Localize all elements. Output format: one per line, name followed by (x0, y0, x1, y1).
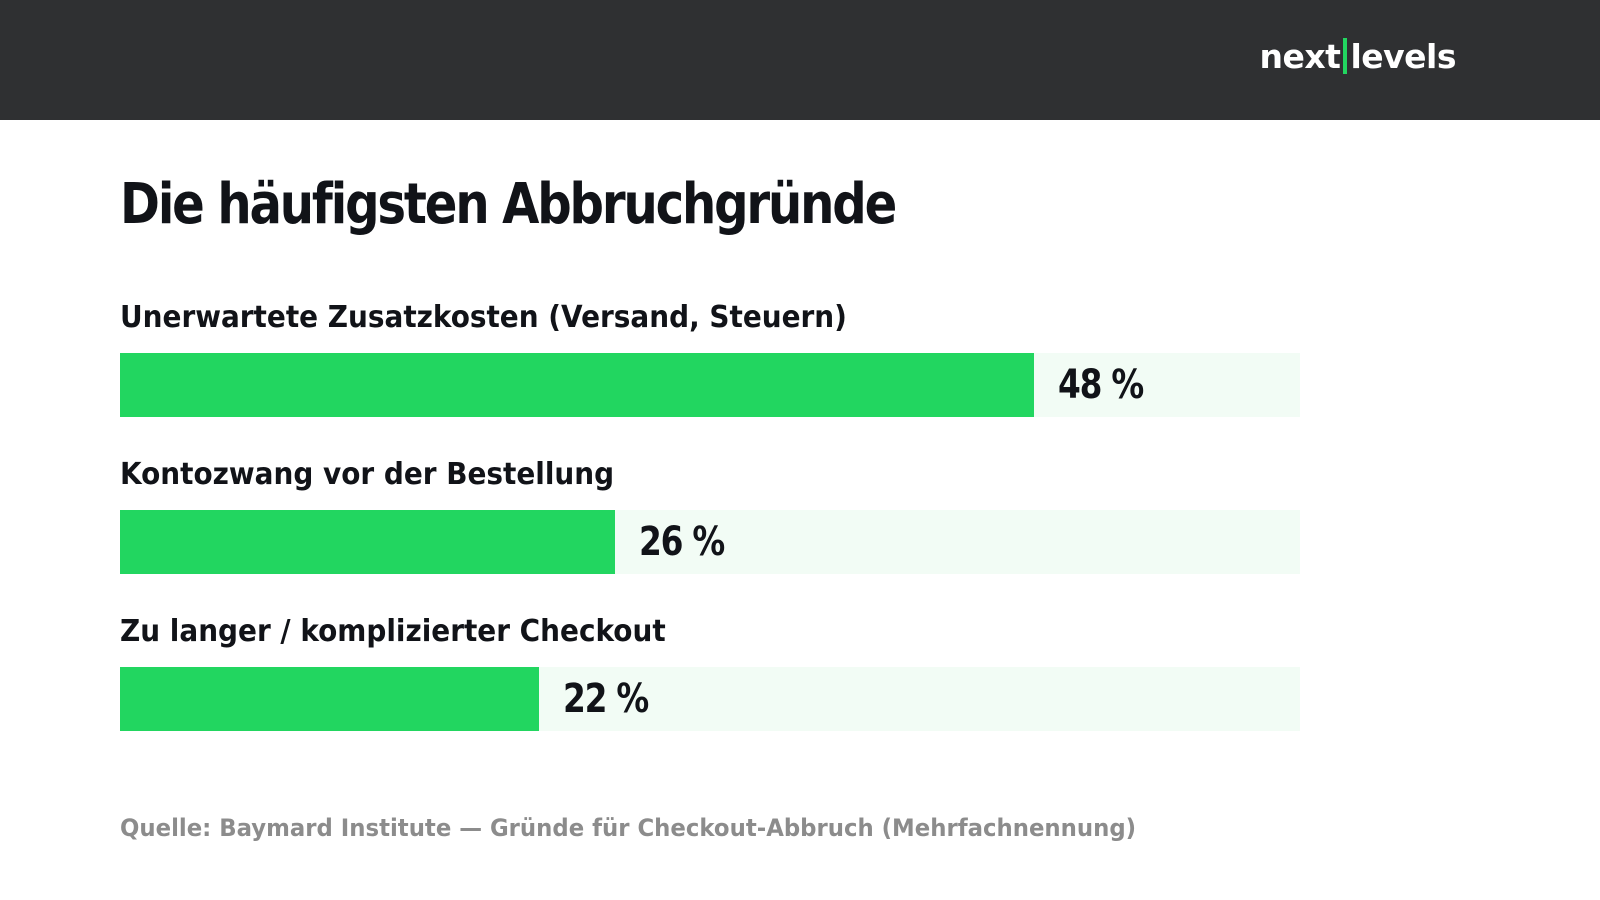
logo-text-right: levels (1350, 36, 1456, 76)
bar-label: Kontozwang vor der Bestellung (120, 457, 615, 492)
bar-fill (120, 667, 539, 731)
chart-title: Die häufigsten Abbruchgründe (120, 172, 897, 237)
logo-text-left: next (1259, 36, 1341, 76)
source-note: Quelle: Baymard Institute — Gründe für C… (120, 814, 1137, 842)
bar-fill (120, 510, 615, 574)
bar-track: 22 % (120, 667, 1300, 731)
bar-fill (120, 353, 1034, 417)
bar-value-label: 22 % (563, 676, 649, 722)
bar-track: 48 % (120, 353, 1300, 417)
bar-track: 26 % (120, 510, 1300, 574)
header-bar: next levels (0, 0, 1600, 120)
logo-separator-icon (1343, 38, 1348, 74)
bar-value-label: 48 % (1058, 362, 1144, 408)
bar-label: Zu langer / komplizierter Checkout (120, 614, 666, 649)
bar-value-label: 26 % (639, 519, 725, 565)
brand-logo: next levels (1260, 38, 1456, 74)
bar-label: Unerwartete Zusatzkosten (Versand, Steue… (120, 300, 847, 335)
